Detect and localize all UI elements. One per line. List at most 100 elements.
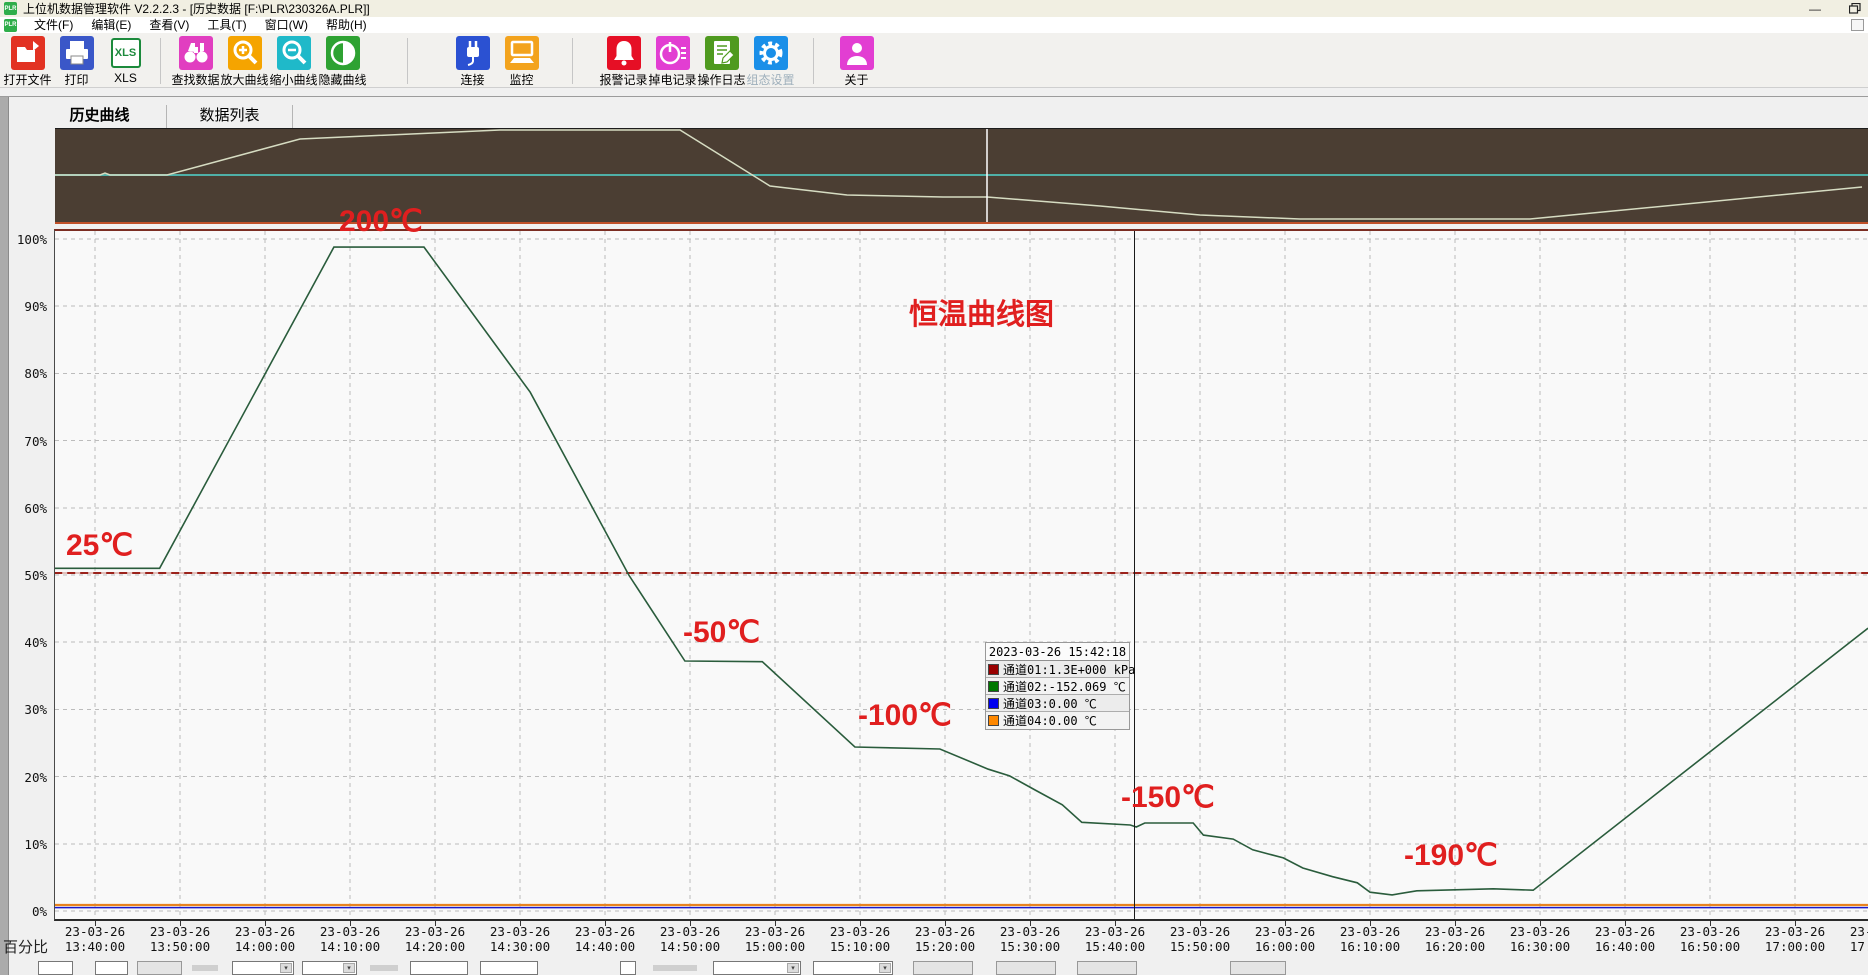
tab-history-curve[interactable]: 历史曲线 xyxy=(33,105,167,128)
contrast-icon xyxy=(325,36,360,70)
chart-title: 恒温曲线图 xyxy=(909,299,1055,331)
document-logo-icon: PLR xyxy=(4,18,17,32)
tab-data-list[interactable]: 数据列表 xyxy=(167,105,293,128)
x-axis-tick xyxy=(265,921,266,926)
toolbar-button-person[interactable]: 关于 xyxy=(832,36,881,88)
toolbar-button-monitor[interactable]: 监控 xyxy=(497,36,546,88)
x-axis-tick xyxy=(1285,921,1286,926)
minimize-button[interactable]: — xyxy=(1809,1,1821,16)
y-axis-label: 40% xyxy=(24,635,47,651)
bottom-combo[interactable]: ▾ xyxy=(713,961,801,975)
bottom-input[interactable] xyxy=(95,961,128,975)
monitor-icon xyxy=(504,36,539,70)
toolbar-separator xyxy=(407,38,408,84)
chart-plot-area[interactable] xyxy=(54,229,1868,921)
channel-color-swatch xyxy=(988,697,999,709)
restore-button[interactable] xyxy=(1848,2,1862,15)
toolbar-button-contrast[interactable]: 隐藏曲线 xyxy=(318,36,367,88)
dropdown-arrow-icon[interactable]: ▾ xyxy=(787,963,799,973)
x-axis-tick xyxy=(860,921,861,926)
bottom-button[interactable] xyxy=(137,961,182,975)
temperature-annotation: 200℃ xyxy=(339,205,423,238)
toolbar-label: 缩小曲线 xyxy=(269,73,318,87)
x-axis-tick xyxy=(95,921,96,926)
title-bar: PLR 上位机数据管理软件 V2.2.2.3 - [历史数据 [F:\PLR\2… xyxy=(0,0,1868,17)
y-axis-label: 80% xyxy=(24,366,47,382)
dropdown-arrow-icon[interactable]: ▾ xyxy=(343,963,355,973)
menu-编辑[interactable]: 编辑(E) xyxy=(91,18,132,32)
toolbar-label: 查找数据 xyxy=(171,73,220,87)
log-edit-icon xyxy=(704,36,739,70)
x-axis-tick xyxy=(435,921,436,926)
x-axis-label: 23-03-26 13:50:00 xyxy=(149,924,211,954)
x-axis-label: 23-03-26 15:40:00 xyxy=(1084,924,1146,954)
tooltip-channel-row: 通道01:1.3E+000 kPa xyxy=(986,661,1135,678)
toolbar-button-gear[interactable]: 组态设置 xyxy=(746,36,795,88)
person-icon xyxy=(839,36,874,70)
toolbar-label: 操作日志 xyxy=(697,73,746,87)
bottom-button[interactable] xyxy=(1230,961,1286,975)
chart-canvas[interactable] xyxy=(55,231,1868,919)
bottom-combo[interactable] xyxy=(620,961,636,975)
x-axis-label: 23-03-26 14:50:00 xyxy=(659,924,721,954)
x-axis-tick xyxy=(1200,921,1201,926)
toolbar-button-alarm-bell[interactable]: 报警记录 xyxy=(599,36,648,88)
temperature-annotation: -150℃ xyxy=(1121,781,1215,814)
bottom-button[interactable] xyxy=(1077,961,1137,975)
toolbar-button-xls[interactable]: XLS XLS xyxy=(101,36,150,85)
toolbar-button-log-edit[interactable]: 操作日志 xyxy=(697,36,746,88)
toolbar-button-binoculars[interactable]: 查找数据 xyxy=(171,36,220,88)
y-axis-label: 50% xyxy=(24,568,47,583)
y-axis-label: 0% xyxy=(31,904,47,919)
bottom-combo[interactable]: ▾ xyxy=(232,961,294,975)
overview-strip[interactable] xyxy=(55,128,1868,223)
x-axis-tick xyxy=(520,921,521,926)
toolbar-button-plug[interactable]: 连接 xyxy=(448,36,497,88)
x-axis-label: 23-03-26 16:10:00 xyxy=(1339,924,1401,954)
menu-edge-control[interactable] xyxy=(1851,19,1864,31)
menu-窗口[interactable]: 窗口(W) xyxy=(264,18,308,32)
temperature-annotation: -50℃ xyxy=(683,616,761,649)
toolbar-button-zoom-in[interactable]: 放大曲线 xyxy=(220,36,269,88)
bottom-input[interactable] xyxy=(480,961,538,975)
x-axis-label: 23-03-26 15:30:00 xyxy=(999,924,1061,954)
bottom-input[interactable] xyxy=(38,961,73,975)
gear-icon xyxy=(753,36,788,70)
x-axis-label: 23-03-26 16:40:00 xyxy=(1594,924,1656,954)
bottom-combo[interactable]: ▾ xyxy=(302,961,357,975)
bottom-label-stub xyxy=(370,965,398,971)
tooltip-channel-row: 通道04:0.00 ℃ xyxy=(986,712,1129,729)
bottom-input[interactable] xyxy=(410,961,468,975)
zoom-out-icon xyxy=(276,36,311,70)
restore-icon xyxy=(1849,3,1861,14)
bottom-button[interactable] xyxy=(996,961,1056,975)
binoculars-icon xyxy=(178,36,213,70)
y-axis-unit-label: 百分比 xyxy=(3,939,49,956)
y-axis-label: 30% xyxy=(24,702,47,718)
workspace-divider xyxy=(0,96,1868,97)
toolbar-button-zoom-out[interactable]: 缩小曲线 xyxy=(269,36,318,88)
toolbar-separator xyxy=(813,38,814,84)
power-icon xyxy=(655,36,690,70)
menu-帮助[interactable]: 帮助(H) xyxy=(325,18,367,32)
dropdown-arrow-icon[interactable]: ▾ xyxy=(879,963,891,973)
menu-文件[interactable]: 文件(F) xyxy=(34,18,74,32)
y-axis-label: 90% xyxy=(24,299,47,315)
toolbar-label: 掉电记录 xyxy=(648,73,697,87)
dropdown-arrow-icon[interactable]: ▾ xyxy=(280,963,292,973)
toolbar-button-power[interactable]: 掉电记录 xyxy=(648,36,697,88)
y-axis-label: 10% xyxy=(24,836,47,852)
x-axis-tick xyxy=(1540,921,1541,926)
bottom-button[interactable] xyxy=(913,961,973,975)
x-axis-tick xyxy=(1710,921,1711,926)
menu-查看[interactable]: 查看(V) xyxy=(149,18,190,32)
zoom-in-icon xyxy=(227,36,262,70)
bottom-combo[interactable]: ▾ xyxy=(813,961,893,975)
window-title: 上位机数据管理软件 V2.2.2.3 - [历史数据 [F:\PLR\23032… xyxy=(23,2,370,16)
menu-工具[interactable]: 工具(T) xyxy=(207,18,247,32)
toolbar-button-open-file[interactable]: 打开文件 xyxy=(3,36,52,88)
toolbar-button-printer[interactable]: 打印 xyxy=(52,36,101,88)
channel-value-text: 通道02:-152.069 ℃ xyxy=(1003,679,1126,694)
channel-value-text: 通道01:1.3E+000 kPa xyxy=(1003,662,1136,677)
